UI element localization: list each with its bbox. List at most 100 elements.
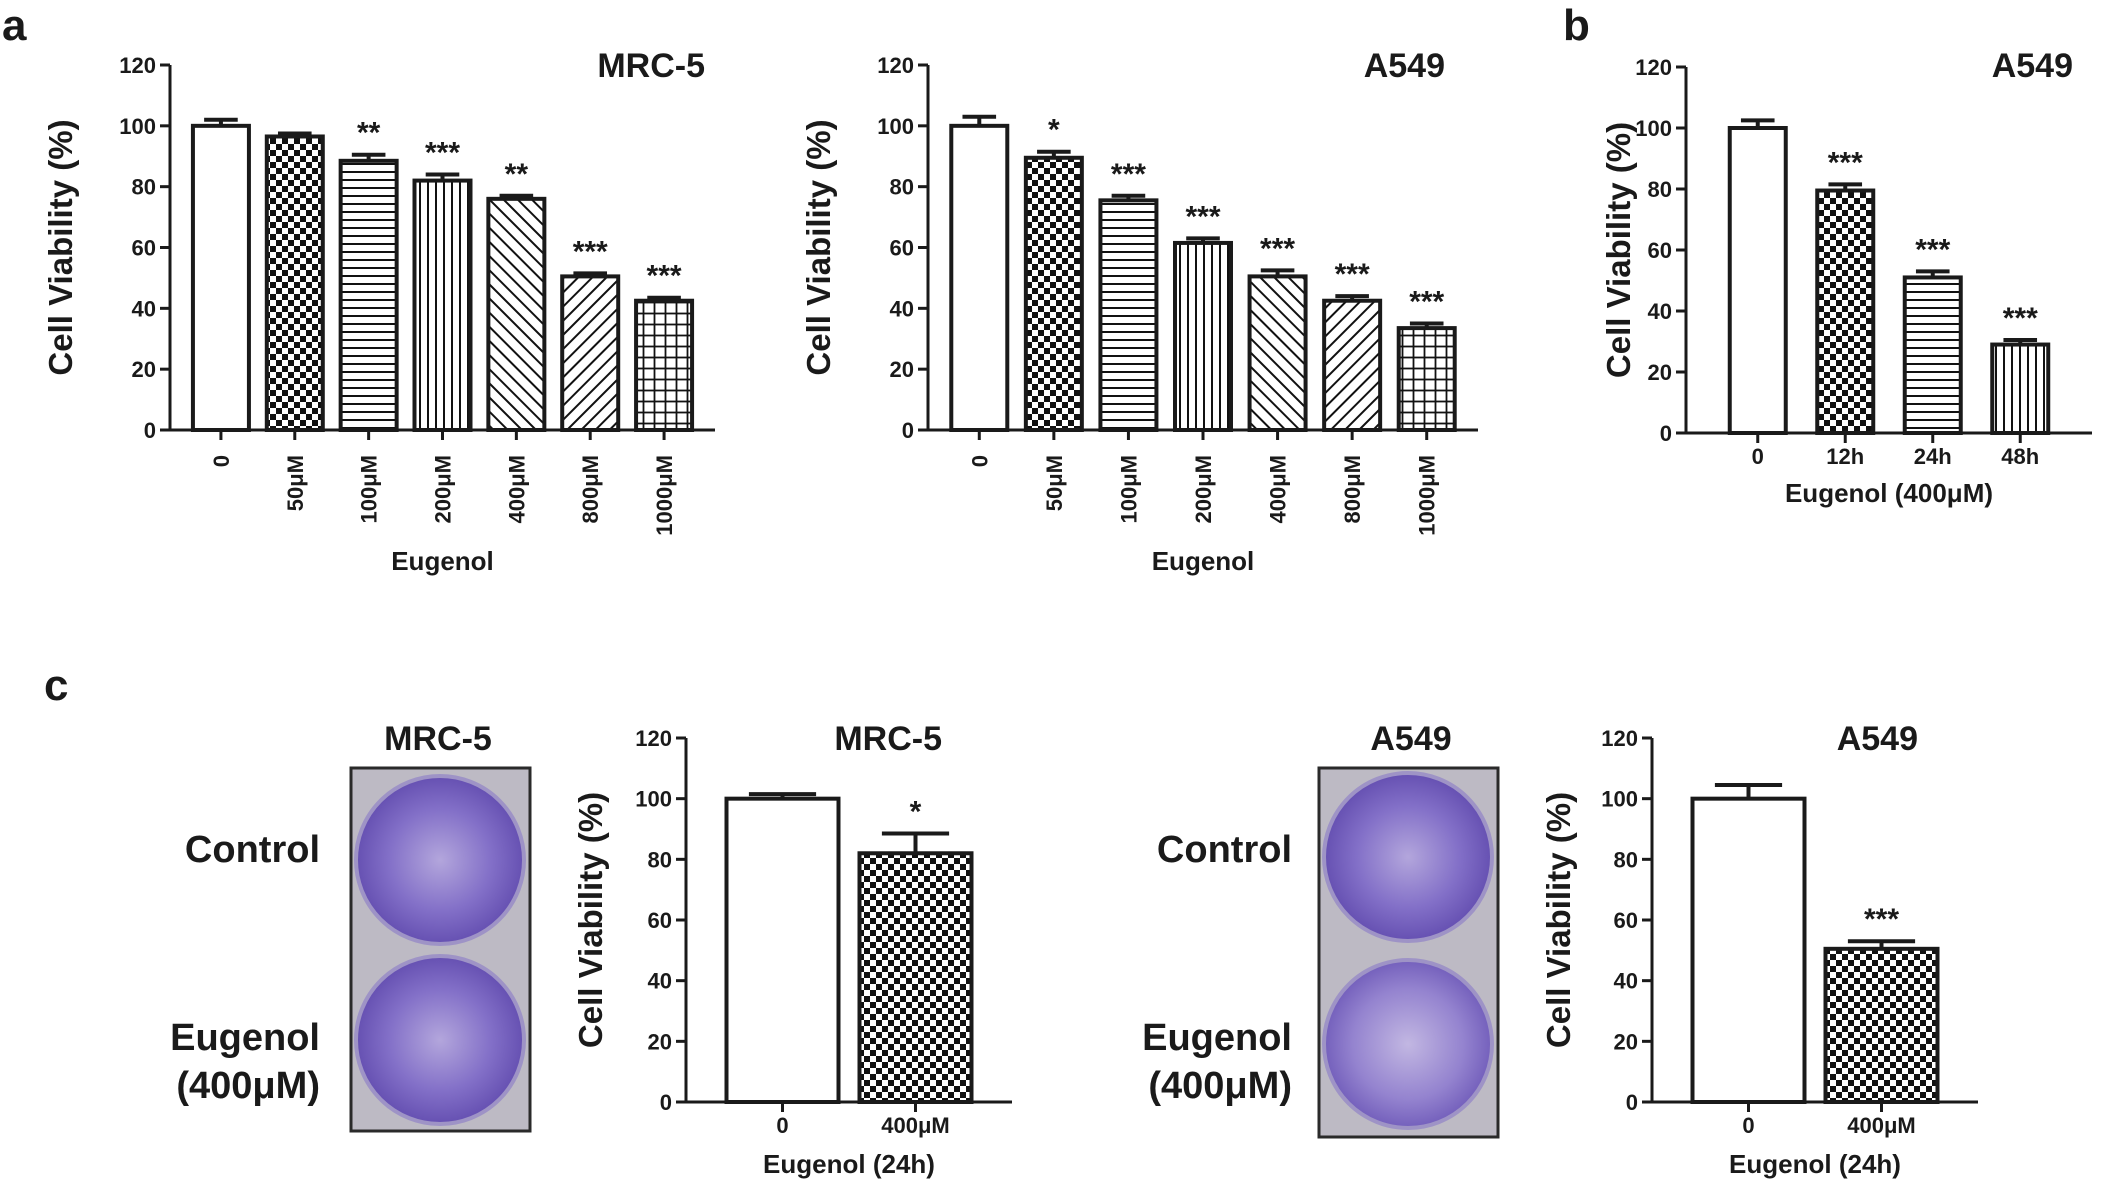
category-label: 800μM: [578, 455, 603, 524]
row-label-eugenol: Eugenol: [170, 1017, 320, 1059]
y-axis-label: Cell Viability (%): [42, 119, 79, 375]
y-tick-label: 100: [1601, 787, 1638, 812]
category-label: 400μM: [1847, 1113, 1916, 1138]
bar: [634, 298, 695, 432]
y-tick-label: 40: [1614, 969, 1638, 994]
row-label-eugenol: Eugenol: [1142, 1017, 1292, 1059]
chart-a549-dose: 0 20 40 60 80 100 120 Cell Viability (%) A549 0 * 5…: [800, 47, 1478, 576]
panel-label-c: c: [44, 661, 68, 710]
chart-mrc5-dose: 0 20 40 60 80 100 120 Cell Viability (%) MRC-5 0 5…: [42, 47, 715, 576]
category-label: 50μM: [283, 455, 308, 511]
category-label: 0: [967, 455, 992, 467]
y-tick-label: 0: [902, 418, 914, 443]
y-tick-label: 60: [1648, 238, 1672, 263]
y-tick-label: 80: [648, 847, 672, 872]
bar: [1247, 274, 1308, 433]
y-tick-label: 60: [648, 908, 672, 933]
category-label: 100μM: [1116, 455, 1141, 524]
plate-well-control: [354, 774, 526, 946]
plate-well-control: [1322, 771, 1494, 943]
bar: [949, 123, 1010, 432]
chart-a549-24h: 0 20 40 60 80 100 120 Cell Viability (%) A549 0 **…: [1540, 720, 1978, 1179]
significance-label: ***: [1185, 200, 1220, 233]
y-tick-label: 80: [132, 175, 156, 200]
bar: [1990, 342, 2051, 435]
y-tick-label: 20: [1648, 360, 1672, 385]
significance-label: ***: [1335, 258, 1370, 291]
bar: [1690, 796, 1807, 1105]
y-tick-label: 40: [1648, 299, 1672, 324]
plate-well-eugenol: [1322, 958, 1494, 1130]
plate-image-a549: A549 Control Eugenol (400μM): [1142, 720, 1500, 1139]
bar: [1173, 240, 1233, 432]
category-label: 200μM: [431, 455, 456, 524]
bar: [486, 196, 547, 432]
y-tick-label: 60: [890, 236, 914, 261]
category-label: 1000μM: [652, 455, 677, 536]
bar: [1727, 126, 1788, 435]
panel-label-b: b: [1563, 1, 1590, 50]
significance-label: ***: [573, 235, 608, 268]
chart-title: MRC-5: [597, 47, 705, 85]
y-tick-label: 0: [144, 418, 156, 443]
category-label: 0: [209, 455, 234, 467]
row-label-dose: (400μM): [1148, 1065, 1292, 1107]
bar: [560, 274, 621, 433]
x-axis-label: Eugenol: [391, 546, 494, 576]
bar: [1023, 155, 1084, 432]
row-label-dose: (400μM): [176, 1065, 320, 1107]
y-axis-label: Cell Viability (%): [1600, 122, 1637, 378]
category-label: 24h: [1914, 444, 1952, 469]
bar: [264, 134, 325, 433]
category-label: 800μM: [1340, 455, 1365, 524]
category-label: 48h: [2001, 444, 2039, 469]
chart-title: MRC-5: [834, 720, 942, 758]
y-tick-label: 40: [648, 969, 672, 994]
y-axis-label: Cell Viability (%): [800, 119, 837, 375]
y-tick-label: 0: [1626, 1090, 1638, 1115]
significance-label: **: [357, 117, 381, 150]
y-tick-label: 120: [877, 53, 914, 78]
category-label: 0: [1742, 1113, 1754, 1138]
category-label: 100μM: [357, 455, 382, 524]
chart-mrc5-24h: 0 20 40 60 80 100 120 Cell Viability (%) MRC-5 0 *…: [572, 720, 1012, 1179]
category-label: 200μM: [1191, 455, 1216, 524]
y-tick-label: 20: [648, 1029, 672, 1054]
significance-label: ***: [1260, 232, 1295, 265]
y-tick-label: 100: [1635, 116, 1672, 141]
y-tick-label: 20: [132, 357, 156, 382]
y-tick-label: 100: [635, 787, 672, 812]
category-label: 0: [1752, 444, 1764, 469]
significance-label: ***: [647, 260, 682, 293]
bar: [338, 158, 399, 432]
panel-label-a: a: [2, 1, 27, 50]
y-tick-label: 100: [119, 114, 156, 139]
significance-label: ***: [1915, 233, 1950, 266]
significance-label: ***: [1409, 286, 1444, 319]
significance-label: ***: [1864, 903, 1899, 936]
row-label-control: Control: [185, 829, 320, 871]
significance-label: **: [505, 158, 529, 191]
category-label: 12h: [1826, 444, 1864, 469]
x-axis-label: Eugenol (400μM): [1785, 478, 1993, 508]
bar: [1322, 298, 1383, 432]
bar: [857, 851, 974, 1104]
category-label: 50μM: [1042, 455, 1067, 511]
category-label: 1000μM: [1415, 455, 1440, 536]
x-axis-label: Eugenol: [1152, 546, 1255, 576]
plate-well-eugenol: [354, 954, 526, 1126]
y-axis-label: Cell Viability (%): [1540, 792, 1577, 1048]
category-label: 0: [776, 1113, 788, 1138]
x-axis-label: Eugenol (24h): [763, 1149, 935, 1179]
category-label: 400μM: [1266, 455, 1291, 524]
plate-image-mrc5: MRC-5 Control Eugenol (400μM): [170, 720, 532, 1133]
plate-title: MRC-5: [384, 720, 492, 758]
y-tick-label: 120: [1635, 55, 1672, 80]
row-label-control: Control: [1157, 829, 1292, 871]
y-tick-label: 120: [635, 726, 672, 751]
bar: [1098, 198, 1159, 432]
y-tick-label: 20: [1614, 1029, 1638, 1054]
y-tick-label: 80: [1648, 177, 1672, 202]
x-axis-label: Eugenol (24h): [1729, 1149, 1901, 1179]
